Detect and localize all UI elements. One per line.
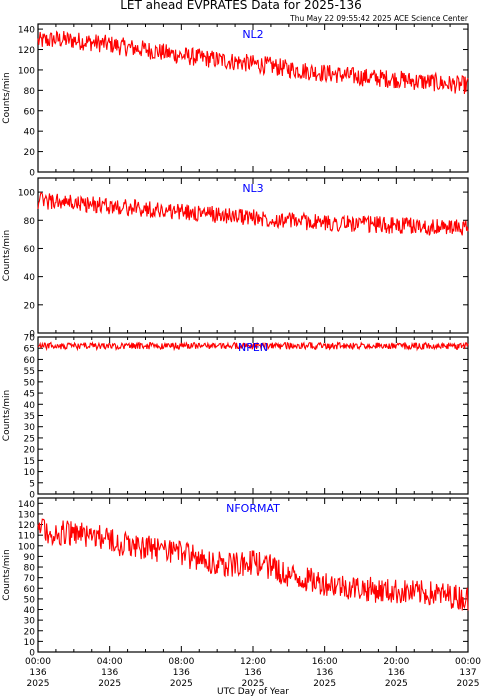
x-tick-label: 00:00 [455,657,481,667]
plot-frame [37,23,469,173]
panel-nl3: 0 20 40 60 80 100 Counts/min NL3 [2,177,469,340]
y-tick-label: 25 [24,434,35,444]
y-tick-label: 5 [29,479,35,489]
y-tick-label: 60 [24,107,36,117]
y-tick-label: 140 [18,26,35,36]
y-tick-label: 130 [18,510,35,520]
x-tick-label: 2025 [242,679,265,689]
y-tick-label: 60 [24,245,36,255]
plot-frame [37,497,469,653]
x-tick-label: 00:00 [25,657,51,667]
chart-title: LET ahead EVPRATES Data for 2025-136 [120,0,362,12]
y-tick-label: 20 [24,301,36,311]
x-tick-label: 20:00 [383,657,409,667]
y-tick-label: 80 [24,217,36,227]
series-label: NL3 [242,182,263,195]
y-tick-label: 30 [24,423,36,433]
y-tick-label: 65 [24,345,35,355]
x-axis-title: UTC Day of Year [217,687,289,697]
x-tick-label: 2025 [98,679,121,689]
series-line-nl2 [37,30,469,95]
y-tick-label: 55 [24,367,35,377]
y-tick-label: 45 [24,390,35,400]
y-tick-label: 30 [24,617,36,627]
panels: 020406080100120140Counts/minNL2020406080… [2,23,469,659]
x-tick-label: 136 [388,668,405,678]
x-tick-label: 136 [316,668,333,678]
x-tick-label: 2025 [457,679,480,689]
y-tick-label: 70 [24,334,36,344]
x-tick-label: 2025 [27,679,50,689]
y-tick-label: 120 [18,521,35,531]
y-tick-label: 20 [24,148,36,158]
y-tick-label: 40 [24,401,36,411]
y-tick-label: 140 [18,500,35,510]
x-tick-label: 16:00 [312,657,338,667]
series-label: NL2 [242,28,263,41]
y-tick-label: 15 [24,457,35,467]
y-tick-label: 80 [24,87,36,97]
series-line-nl3 [37,191,469,236]
y-tick-label: 80 [24,564,36,574]
series-line-npen [37,340,469,352]
y-tick-label: 10 [24,468,36,478]
y-tick-label: 20 [24,627,36,637]
plot-frame [37,336,469,495]
x-tick-label: 136 [101,668,118,678]
timestamp: Thu May 22 09:55:42 2025 ACE Science Cen… [289,14,469,23]
x-tick-label: 12:00 [240,657,266,667]
y-tick-label: 40 [24,273,36,283]
y-tick-label: 60 [24,585,36,595]
y-tick-label: 0 [29,649,35,659]
x-tick-label: 137 [459,668,476,678]
y-tick-label: 120 [18,46,35,56]
y-tick-label: 100 [18,542,35,552]
y-axis-label: Counts/min [2,230,12,281]
y-tick-label: 100 [18,189,35,199]
y-tick-label: 70 [24,574,36,584]
x-tick-label: 04:00 [97,657,123,667]
y-tick-label: 10 [24,638,36,648]
x-tick-label: 2025 [170,679,193,689]
y-tick-label: 0 [29,491,35,501]
x-tick-label: 136 [173,668,190,678]
y-axis-label: Counts/min [2,72,12,123]
y-tick-label: 50 [24,378,36,388]
y-axis-label: Counts/min [2,390,12,441]
y-tick-label: 35 [24,412,35,422]
series-label: NPEN [238,341,268,354]
x-tick-label: 136 [244,668,261,678]
x-tick-label: 136 [29,668,46,678]
y-tick-label: 50 [24,595,36,605]
y-tick-label: 40 [24,606,36,616]
y-tick-label: 0 [29,330,35,340]
x-axis-labels: 00:00136202504:00136202508:00136202512:0… [25,657,481,689]
series-label: NFORMAT [226,502,280,515]
y-axis-label: Counts/min [2,549,12,600]
y-tick-label: 60 [24,356,36,366]
y-tick-label: 0 [29,169,35,179]
y-tick-label: 110 [18,532,35,542]
y-tick-label: 100 [18,66,35,76]
y-tick-label: 40 [24,128,36,138]
x-tick-label: 08:00 [168,657,194,667]
y-tick-label: 20 [24,446,36,456]
y-tick-label: 90 [24,553,36,563]
series-line-nformat [37,518,469,611]
x-tick-label: 2025 [313,679,336,689]
panel-nl2: 0 20 40 60 80 100 120 140 Counts/min NL2 [2,23,469,179]
x-tick-label: 2025 [385,679,408,689]
